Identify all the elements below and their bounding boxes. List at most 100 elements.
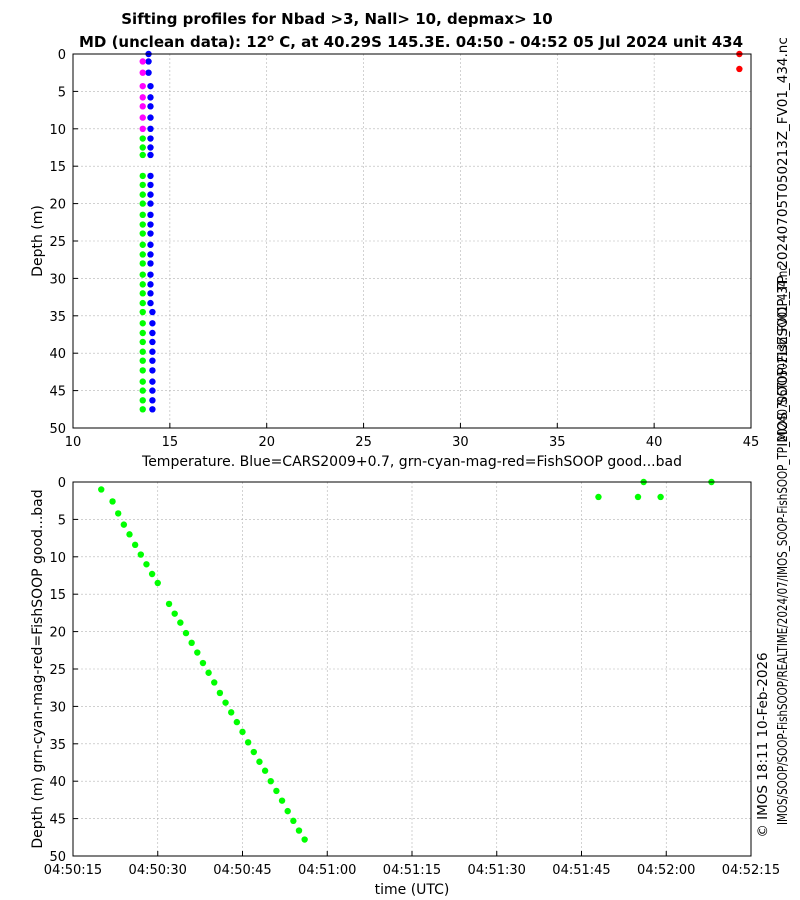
bottom-panel-grid	[72, 481, 752, 857]
top-panel-points	[139, 50, 743, 413]
top-panel-grid	[72, 53, 752, 429]
title-line2-post: C, at 40.29S 145.3E. 04:50 - 04:52 05 Ju…	[274, 33, 743, 51]
data-point-magenta	[139, 58, 146, 65]
data-point-blue	[147, 230, 154, 237]
y-tick-label: 5	[58, 85, 66, 100]
y-tick-label: 40	[49, 775, 66, 790]
data-point-blue	[145, 58, 152, 65]
data-point-magenta	[139, 94, 146, 101]
data-point-green	[211, 679, 218, 686]
data-point-magenta	[139, 69, 146, 76]
data-point-green	[139, 397, 146, 404]
x-tick-label: 04:51:00	[298, 863, 356, 878]
x-tick-label: 20	[258, 435, 275, 450]
y-tick-label: 25	[49, 235, 66, 250]
data-point-green	[278, 797, 286, 804]
y-tick-label: 45	[49, 385, 66, 400]
data-point-magenta	[139, 125, 146, 132]
data-point-green	[171, 610, 178, 617]
data-point-green	[139, 260, 146, 267]
title-line2-pre: MD (unclean data): 12	[79, 33, 267, 51]
data-point-green	[233, 718, 241, 726]
data-point-green	[290, 817, 297, 825]
side-credit-line2: IMOS/SOOP/SOOP-FishSOOP/REALTIME/2024/07…	[775, 265, 791, 825]
x-tick-label: 35	[549, 435, 566, 450]
data-point-green	[139, 181, 146, 189]
x-tick-label: 04:50:30	[129, 863, 187, 878]
data-point-green	[634, 493, 642, 501]
bottom-panel-frame	[72, 481, 752, 857]
side-credit-line1: © IMOS 18:11 10-Feb-2026	[755, 652, 771, 837]
data-point-green	[222, 699, 229, 706]
data-point-blue	[149, 320, 156, 327]
data-point-blue	[147, 271, 154, 278]
top-panel-frame	[72, 53, 752, 429]
data-point-green	[261, 767, 269, 774]
data-point-green	[139, 387, 146, 394]
data-point-blue	[147, 241, 154, 248]
data-point-blue	[147, 281, 154, 288]
y-tick-label: 15	[49, 588, 66, 603]
top-panel-xlabel: Temperature. Blue=CARS2009+0.7, grn-cyan…	[141, 454, 682, 470]
data-point-green	[595, 493, 602, 501]
data-point-green	[139, 299, 146, 307]
data-point-blue	[147, 151, 154, 159]
data-point-green	[256, 758, 263, 765]
data-point-green	[188, 639, 195, 647]
data-point-green	[98, 486, 105, 493]
data-point-blue	[149, 357, 156, 364]
bottom-panel-depth-vs-time: 04:50:15 04:50:30 04:50:45 04:51:00 04:51:15…	[30, 476, 780, 898]
y-tick-label: 10	[49, 551, 66, 566]
data-point-blue	[147, 144, 154, 151]
data-point-green	[139, 271, 146, 278]
data-point-blue	[147, 94, 154, 101]
data-point-red	[736, 65, 743, 73]
data-point-blue	[147, 211, 154, 219]
bottom-panel-tick-labels: 04:50:15 04:50:30 04:50:45 04:51:00 04:51:15…	[44, 476, 780, 878]
data-point-blue	[149, 406, 156, 413]
data-point-green	[139, 144, 146, 151]
data-point-green	[205, 669, 212, 676]
x-tick-label: 04:52:00	[637, 863, 695, 878]
top-panel-ylabel: Depth (m)	[30, 205, 46, 277]
data-point-magenta	[139, 114, 146, 121]
data-point-blue	[147, 251, 154, 258]
data-point-green	[109, 498, 116, 505]
data-point-green	[139, 221, 146, 228]
data-point-green	[139, 357, 146, 364]
data-point-blue	[147, 135, 154, 142]
bottom-panel-points	[98, 478, 715, 843]
data-point-green	[194, 649, 201, 656]
data-point-green	[115, 510, 122, 517]
data-point-blue	[147, 191, 154, 198]
data-point-blue	[147, 125, 154, 132]
y-tick-label: 20	[49, 626, 66, 641]
x-tick-label: 04:51:15	[383, 863, 441, 878]
data-point-green	[239, 728, 246, 736]
data-point-blue	[145, 69, 152, 76]
data-point-magenta	[139, 103, 146, 110]
bottom-panel-ylabel: Depth (m) grn-cyan-mag-red=FishSOOP good…	[30, 489, 46, 848]
data-point-green	[139, 348, 146, 355]
data-point-green	[120, 521, 128, 528]
data-point-green	[139, 191, 146, 198]
data-point-green	[154, 579, 161, 587]
y-tick-label: 0	[58, 48, 66, 63]
data-point-green	[284, 807, 291, 815]
data-point-green	[139, 241, 146, 248]
data-point-blue	[147, 260, 154, 267]
data-point-green	[139, 135, 146, 142]
x-tick-label: 25	[355, 435, 372, 450]
data-point-green	[126, 531, 133, 538]
x-tick-label: 04:51:30	[468, 863, 526, 878]
data-point-green	[131, 541, 139, 549]
y-tick-label: 40	[49, 347, 66, 362]
data-point-blue	[149, 348, 156, 355]
y-tick-label: 20	[49, 198, 66, 213]
data-point-green	[139, 251, 146, 258]
y-tick-label: 10	[49, 123, 66, 138]
data-point-green	[139, 230, 146, 237]
top-panel-tick-labels: 10 15 20 25 30 35 40 45 0 5 10 15 20 25 30 35 40 45 50	[49, 48, 759, 450]
x-tick-label: 45	[743, 435, 760, 450]
data-point-green	[137, 551, 144, 558]
